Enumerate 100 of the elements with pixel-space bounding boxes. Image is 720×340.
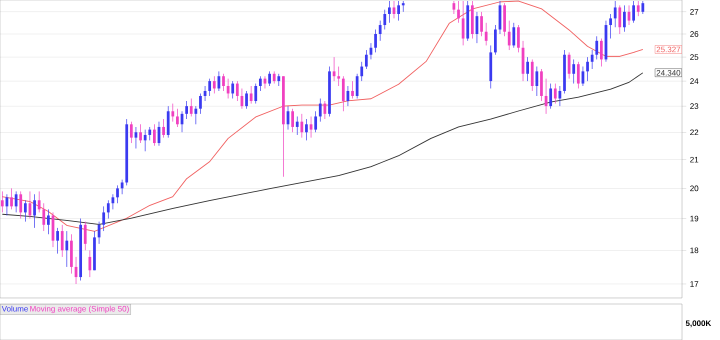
candlestick (218, 71, 220, 92)
candlestick (226, 78, 230, 99)
candlestick (28, 191, 32, 219)
candlestick (383, 9, 386, 30)
candlestick (636, 0, 640, 17)
candlestick (199, 93, 202, 114)
candlestick (277, 73, 280, 86)
candlestick (98, 221, 100, 244)
candlestick (176, 108, 179, 128)
candlestick (402, 0, 405, 12)
candlestick (310, 116, 312, 138)
candlestick (300, 113, 304, 138)
candlestick (158, 121, 160, 146)
candlestick (356, 73, 359, 99)
candlestick (144, 129, 147, 152)
candlestick (245, 90, 248, 110)
candlestick (194, 106, 198, 125)
candlestick (60, 224, 64, 258)
candlestick (204, 86, 206, 102)
candlestick (240, 88, 244, 110)
candlestick (0, 191, 4, 213)
candlestick (212, 76, 216, 94)
candlestick (24, 200, 27, 222)
candlestick (112, 194, 114, 210)
candlestick (190, 98, 193, 117)
candlestick (600, 38, 603, 67)
candlestick (180, 110, 184, 133)
candlestick (318, 98, 322, 122)
candlestick (397, 0, 400, 21)
candlestick (558, 86, 562, 106)
candlestick (208, 78, 212, 96)
candlestick (106, 200, 110, 219)
candlestick (56, 228, 59, 254)
candlestick (582, 66, 584, 86)
candlestick (286, 106, 290, 130)
candlestick (370, 42, 372, 60)
candlestick (162, 118, 165, 138)
candlestick (568, 52, 570, 79)
candlestick (572, 59, 576, 84)
candlestick (452, 0, 456, 14)
candlestick (614, 0, 617, 28)
candlestick (323, 100, 326, 120)
candlestick (544, 78, 548, 114)
candlestick (258, 76, 262, 92)
candlestick (148, 126, 152, 141)
candlestick (484, 22, 488, 46)
candlestick (476, 11, 478, 44)
candlestick (494, 24, 497, 56)
candlestick (134, 126, 138, 149)
candlestick (586, 56, 589, 82)
candlestick (480, 11, 483, 37)
candlestick (88, 250, 92, 278)
candlestick (641, 0, 644, 14)
candlestick (554, 83, 557, 104)
candlestick (364, 50, 368, 70)
candlestick (116, 185, 119, 204)
candlestick (84, 221, 87, 251)
candlestick (166, 106, 170, 138)
candlestick (526, 56, 530, 82)
candlestick (291, 108, 294, 133)
candlestick (102, 206, 106, 232)
candlestick (19, 191, 22, 219)
candlestick (517, 24, 520, 53)
candlestick (139, 124, 142, 144)
candlestick (305, 118, 308, 141)
candlestick (268, 71, 271, 86)
candlestick (623, 4, 626, 32)
candlestick (65, 230, 68, 268)
candlestick (10, 188, 13, 210)
candlestick (33, 194, 36, 228)
candlestick (508, 20, 511, 50)
candlestick (296, 116, 299, 136)
candlestick (222, 73, 225, 92)
candlestick (535, 66, 538, 96)
candlestick (120, 179, 124, 195)
candlestick (231, 80, 234, 99)
candlestick (576, 61, 580, 89)
candlestick (609, 14, 612, 39)
candlestick (392, 0, 396, 19)
candlestick (457, 0, 460, 24)
candlestick (6, 194, 8, 216)
candlestick (378, 20, 382, 42)
candlestick (512, 22, 516, 48)
candlestick (254, 83, 258, 104)
candlestick (618, 4, 622, 34)
candlestick (374, 29, 377, 53)
candlestick (42, 202, 46, 232)
candlestick (628, 4, 630, 26)
candlestick (185, 100, 188, 120)
candlestick (632, 0, 636, 24)
candlestick (462, 0, 465, 46)
candlestick (47, 209, 50, 235)
candlestick (74, 256, 78, 284)
candlestick (346, 86, 350, 106)
candlestick (549, 83, 552, 110)
candlestick (388, 0, 391, 24)
candlestick (14, 191, 18, 213)
candlestick (351, 80, 354, 99)
candlestick (332, 56, 336, 82)
candlestick (152, 124, 156, 146)
